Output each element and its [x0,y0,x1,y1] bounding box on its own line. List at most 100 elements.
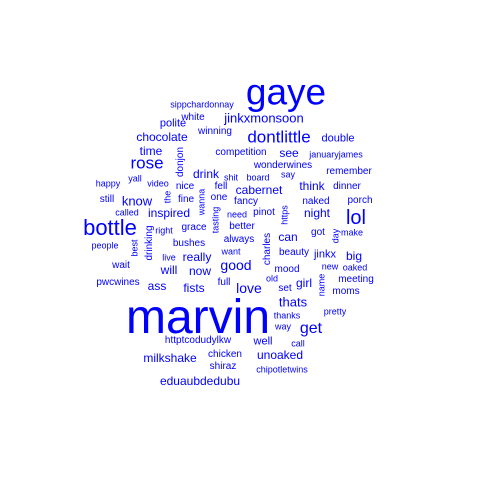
word: thats [278,294,308,310]
word: tasting [210,206,221,234]
word: double [321,132,355,145]
word: pinot [253,207,275,218]
word: https [279,205,290,225]
word: can [278,230,298,244]
word: old [265,273,279,284]
word: live [162,252,176,263]
word: well [253,335,273,348]
word: januaryjames [309,149,363,160]
word: marvin [125,291,271,344]
word: girl [295,276,313,290]
word: winning [198,126,232,137]
word: always [223,234,255,245]
word: gaye [245,71,327,113]
word: drinking [144,225,155,261]
word: really [182,250,212,264]
word: rose [130,153,164,173]
word: board [246,172,270,183]
word: bushes [172,238,206,249]
word: pretty [323,306,347,317]
word: think [299,179,325,193]
word: see [279,146,299,160]
word: remember [326,166,372,177]
word: meeting [338,274,374,285]
word: people [91,240,119,251]
word: beauty [278,247,310,258]
word: fancy [234,196,258,207]
word: chicken [208,349,242,360]
word: day [330,228,341,244]
word: shit [223,172,239,183]
word: lol [345,207,367,229]
word: dontlittle [247,127,311,147]
word: fists [183,281,205,295]
word: mood [274,264,300,275]
word: polite [159,117,187,130]
word: bottle [83,215,137,240]
word: fell [214,181,228,192]
word: yall [128,173,142,184]
word: got [311,227,325,238]
word: competition [215,147,267,158]
word: time [139,144,163,158]
word: httptcodudylkw [164,335,232,346]
word: porch [347,195,373,206]
word: drink [192,167,220,181]
word: want [221,246,241,257]
word: big [345,249,363,263]
word: night [303,206,331,220]
word: wanna [196,188,207,216]
word: oaked [342,262,368,273]
word: jinkxmonsoon [224,110,304,126]
word: white [181,112,205,123]
word: name [316,273,327,297]
word: better [229,221,255,232]
word: ass [147,279,167,293]
word: way [274,321,292,332]
word: love [236,280,262,296]
word: wait [112,260,130,271]
word: called [115,207,139,218]
word: video [147,178,169,189]
word: happy [95,178,121,189]
word: make [340,227,364,238]
word: call [291,338,305,349]
word: the [162,190,173,204]
word: say [280,169,296,180]
word: thanks [273,310,301,321]
word: best [129,239,140,257]
word: new [321,261,339,272]
word: fine [177,194,195,205]
word: still [99,194,115,205]
word: right [155,225,173,236]
word: shiraz [209,361,237,372]
word: grace [181,222,207,233]
word: eduaubdedubu [159,374,241,388]
word: unoaked [256,348,304,362]
word: sippchardonnay [170,99,234,110]
word: now [188,264,212,278]
word: dinner [333,181,361,192]
word: naked [302,196,330,207]
word: full [217,277,231,288]
word: donjon [175,146,186,178]
word: will [160,263,178,277]
word: set [278,283,292,294]
word: cabernet [235,183,283,197]
word: know [121,193,153,209]
word: good [220,257,252,273]
word: chipotletwins [256,364,308,375]
word: inspired [147,206,191,220]
word: milkshake [143,351,197,365]
word: jinkx [313,248,337,261]
word: nice [175,181,195,192]
word: wonderwines [253,160,313,171]
word: one [210,192,228,203]
word: get [299,320,323,337]
word: pwcwines [96,277,140,288]
word: charles [262,232,273,266]
word: chocolate [136,130,188,144]
word: need [226,209,248,220]
word: moms [332,286,360,297]
